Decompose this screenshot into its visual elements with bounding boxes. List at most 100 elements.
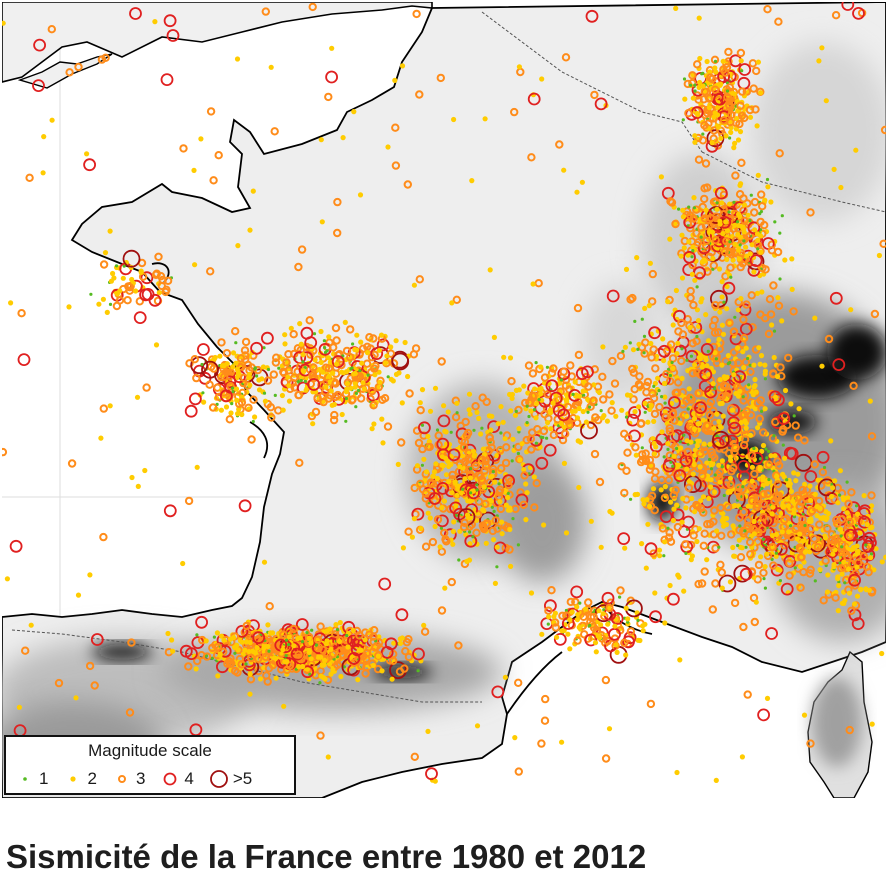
quake-marker [533,425,542,434]
quake-marker [869,721,875,727]
quake-marker [760,409,764,413]
quake-marker [740,349,746,355]
quake-marker [235,411,241,417]
quake-marker [251,419,255,424]
quake-marker [323,384,329,390]
quake-marker [721,517,727,523]
quake-marker [154,252,163,262]
quake-marker [450,541,456,547]
quake-marker [738,243,742,247]
quake-marker [845,517,854,527]
quake-marker [724,283,730,290]
quake-marker [491,537,497,543]
quake-marker [427,408,434,414]
quake-marker [598,372,607,381]
quake-marker [650,486,657,492]
quake-marker [411,507,425,521]
quake-marker [747,432,754,438]
legend-symbol-icon [23,777,27,781]
quake-marker [432,523,438,530]
quake-marker [726,118,735,127]
quake-marker [662,554,666,558]
quake-marker [308,656,314,662]
quake-marker [117,288,123,294]
quake-marker [730,544,736,551]
quake-marker [762,577,766,581]
quake-marker [819,45,825,51]
quake-marker [847,606,856,615]
quake-marker [867,398,873,404]
quake-marker [835,608,841,614]
quake-marker [586,410,590,414]
quake-marker [698,136,708,145]
quake-marker [735,513,744,522]
quake-marker [660,395,664,399]
quake-marker [267,413,276,422]
quake-marker [539,631,545,637]
quake-marker [721,523,727,529]
quake-marker [599,395,608,404]
quake-marker [733,488,743,497]
quake-marker [688,339,697,348]
quake-marker [773,531,780,538]
quake-marker [328,388,334,394]
quake-marker [796,583,805,592]
quake-marker [694,579,703,589]
quake-marker [779,529,785,535]
quake-marker [751,531,758,537]
quake-marker [767,389,776,399]
quake-marker [610,379,620,388]
quake-marker [477,455,487,464]
quake-marker [789,286,795,292]
quake-marker [634,255,640,261]
quake-marker [331,355,345,368]
quake-marker [853,147,859,153]
quake-marker [201,391,205,395]
quake-marker [566,361,575,370]
quake-marker [538,364,544,370]
quake-marker [745,503,751,509]
quake-marker [545,436,549,440]
quake-marker [762,362,768,368]
quake-marker [543,443,557,457]
quake-marker [273,393,277,397]
quake-marker [75,592,82,598]
quake-marker [451,413,461,422]
quake-marker [835,500,841,506]
quake-marker [665,299,671,305]
quake-marker [558,611,567,620]
quake-marker [658,174,665,180]
quake-marker [262,346,266,350]
quake-marker [439,505,445,511]
quake-marker [850,546,856,552]
quake-marker [374,651,383,660]
quake-marker [746,550,755,559]
quake-marker [160,73,174,86]
quake-marker [731,171,740,180]
quake-marker [233,386,240,392]
quake-marker [618,595,622,599]
quake-marker [480,426,484,430]
quake-marker [710,255,716,262]
quake-marker [710,369,717,375]
quake-marker [746,367,755,376]
quake-marker [252,414,258,420]
quake-marker [695,334,699,339]
quake-marker [692,205,701,214]
quake-marker [499,431,503,435]
quake-marker [814,496,824,506]
quake-marker [595,477,605,487]
quake-marker [511,517,515,521]
quake-marker [652,590,658,596]
quake-marker [527,92,541,106]
quake-marker [675,572,681,578]
quake-marker [305,631,309,635]
quake-marker [331,379,340,388]
quake-marker [662,394,668,400]
quake-marker [54,678,64,688]
quake-marker [671,469,681,478]
quake-marker [661,357,667,364]
quake-marker [219,389,233,403]
quake-marker [660,336,666,342]
quake-marker [366,373,370,377]
